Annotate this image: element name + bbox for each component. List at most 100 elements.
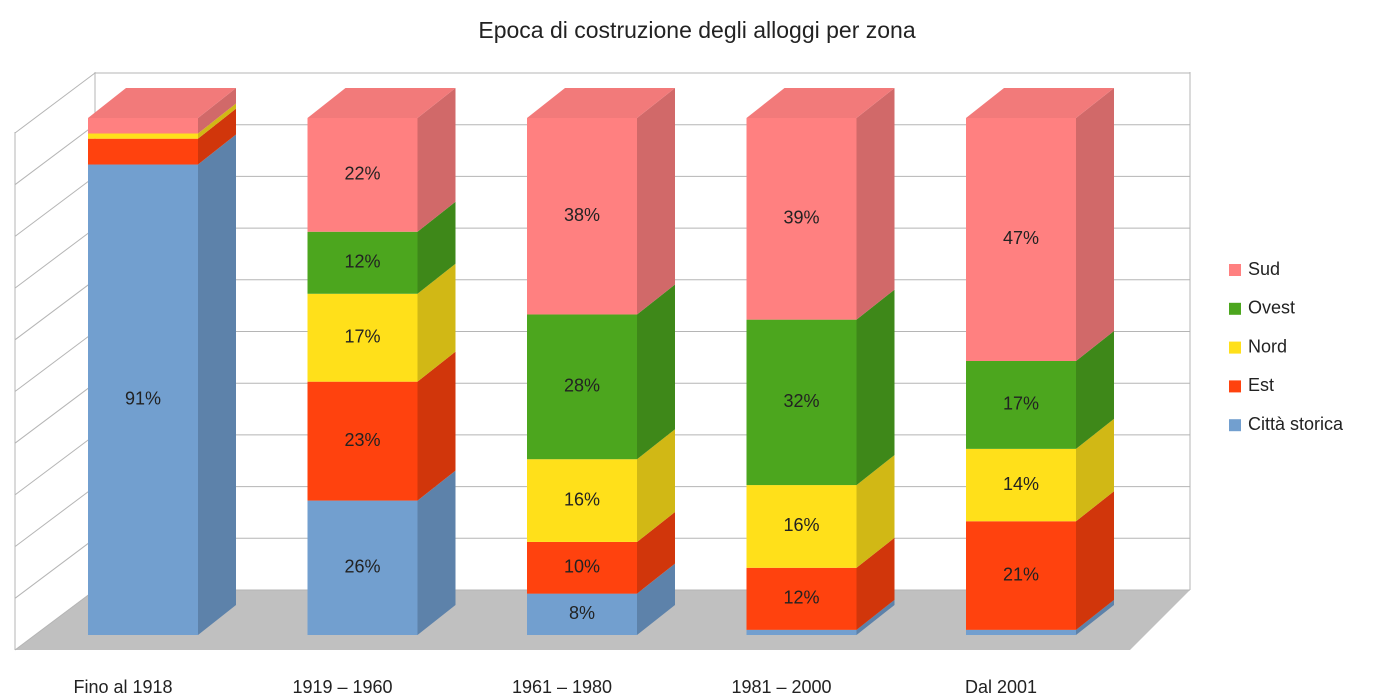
bar-top (966, 88, 1114, 118)
data-label: 91% (125, 389, 161, 409)
grid-line (14, 175, 96, 237)
bar-segment (307, 231, 418, 294)
bar-segment (307, 500, 418, 635)
bar-segment (746, 485, 857, 568)
bar-segment (307, 381, 418, 501)
bar-segment (966, 118, 1076, 361)
chart-title: Epoca di costruzione degli alloggi per z… (478, 17, 915, 43)
bar-segment (527, 118, 637, 315)
bar-segment (966, 360, 1076, 449)
grid-line (14, 434, 96, 496)
data-label: 23% (344, 430, 380, 450)
bar-side (417, 351, 456, 501)
bar-side (417, 470, 456, 635)
bar-side (417, 263, 456, 382)
data-label: 47% (1003, 228, 1039, 248)
bar-segment (88, 138, 198, 165)
data-label: 21% (1003, 564, 1039, 584)
data-label: 12% (783, 588, 819, 608)
x-tick-label: Fino al 1918 (73, 677, 172, 697)
bar-side (417, 88, 456, 232)
bar-side (856, 455, 895, 568)
bar-side (637, 511, 675, 594)
bar-segment (966, 629, 1076, 635)
x-tick-label: 1981 – 2000 (731, 677, 831, 697)
bar-segment (527, 459, 637, 542)
bar-side (856, 537, 895, 630)
bar-segment (527, 593, 637, 635)
data-label: 12% (344, 252, 380, 272)
bar-side (856, 289, 895, 486)
data-label: 32% (783, 391, 819, 411)
bar-side (198, 134, 236, 635)
bar-top (527, 88, 675, 118)
legend-swatch (1229, 419, 1241, 432)
bar-side (637, 429, 675, 542)
grid-line (14, 124, 96, 186)
bar-side (1076, 418, 1114, 522)
data-label: 10% (564, 557, 600, 577)
bar-segment (746, 629, 857, 635)
bar-top (88, 88, 236, 118)
bar-segment (527, 541, 637, 594)
bar-side (856, 599, 895, 635)
legend-label: Est (1248, 375, 1274, 395)
x-tick-label: Dal 2001 (965, 677, 1037, 697)
data-label: 16% (564, 489, 600, 509)
bar-side (637, 563, 675, 635)
grid-line (14, 486, 96, 547)
bar-side (637, 88, 675, 315)
bar-segment (88, 164, 198, 635)
x-tick-label: 1961 – 1980 (512, 677, 612, 697)
legend-label: Ovest (1248, 298, 1295, 318)
grid-line (14, 279, 96, 341)
data-label: 22% (344, 164, 380, 184)
grid-line (14, 382, 96, 444)
grid-line (14, 537, 96, 599)
legend-swatch (1229, 264, 1241, 276)
data-label: 38% (564, 205, 600, 225)
data-label: 39% (783, 208, 819, 228)
bar-segment (966, 448, 1076, 522)
bar-segment (966, 521, 1076, 630)
data-label: 8% (569, 603, 595, 623)
bar-side (198, 103, 236, 139)
data-label: 16% (783, 515, 819, 535)
grid-line (14, 72, 96, 134)
grid-line (14, 331, 96, 392)
legend-label: Sud (1248, 259, 1280, 279)
legend-swatch (1229, 341, 1241, 354)
bar-segment (746, 567, 857, 630)
grid-line (14, 589, 96, 651)
legend-label: Nord (1248, 336, 1287, 356)
bar-side (1076, 491, 1114, 630)
bar-segment (746, 319, 857, 486)
x-tick-label: 1919 – 1960 (292, 677, 392, 697)
legend-swatch (1229, 380, 1241, 393)
data-label: 26% (344, 557, 380, 577)
bar-top (307, 88, 456, 118)
bar-side (198, 88, 236, 134)
bar-top (746, 88, 895, 118)
bar-segment (88, 133, 198, 139)
legend-swatch (1229, 302, 1241, 315)
data-label: 14% (1003, 474, 1039, 494)
data-label: 17% (1003, 394, 1039, 414)
bar-side (417, 201, 456, 294)
bar-segment (307, 293, 418, 382)
bar-side (1076, 330, 1114, 449)
data-label: 28% (564, 376, 600, 396)
bar-side (856, 88, 895, 320)
bar-side (1076, 88, 1114, 361)
bar-segment (527, 314, 637, 460)
bar-side (198, 108, 236, 165)
bar-side (1076, 599, 1114, 635)
legend-label: Città storica (1248, 414, 1344, 434)
bar-side (637, 284, 675, 460)
data-label: 17% (344, 326, 380, 346)
bar-segment (746, 118, 857, 320)
grid-line (14, 227, 96, 289)
bar-segment (88, 118, 198, 134)
bar-segment (307, 118, 418, 232)
